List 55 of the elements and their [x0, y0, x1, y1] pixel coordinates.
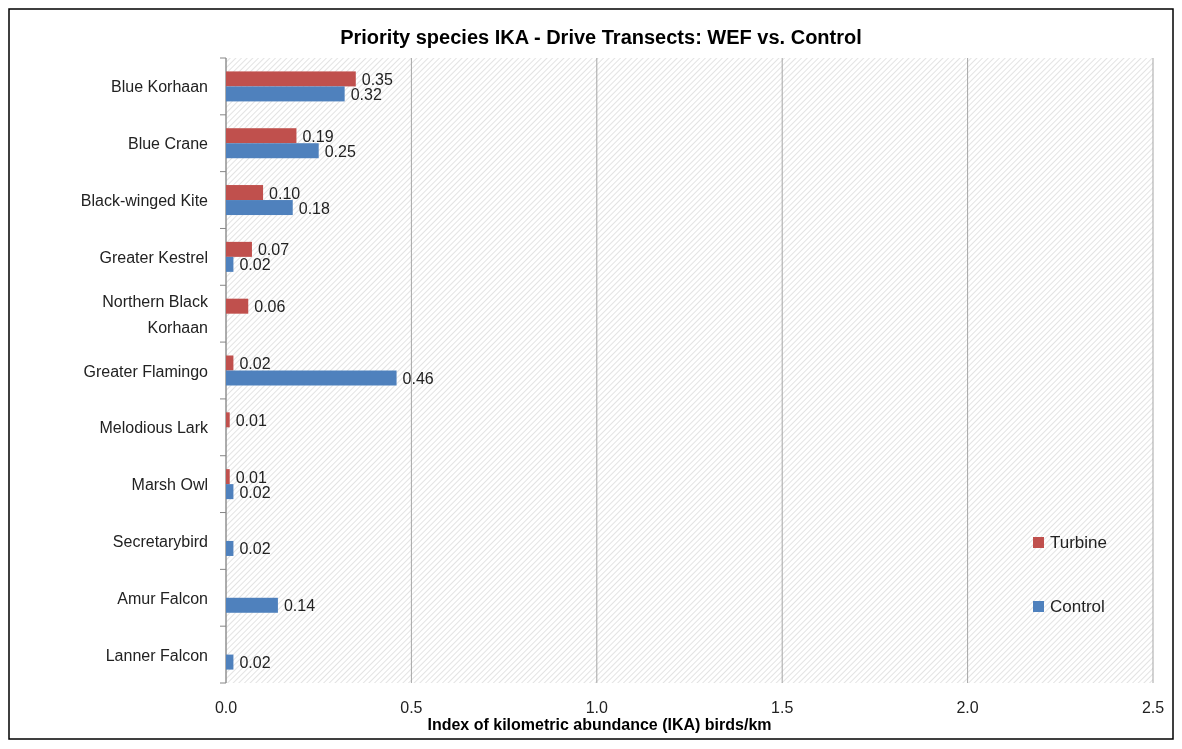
- bar: [226, 540, 234, 556]
- bar: [226, 128, 297, 144]
- data-label: 0.46: [402, 370, 434, 387]
- bar: [226, 143, 319, 159]
- y-tick-label: Greater Flamingo: [83, 362, 209, 380]
- bar: [226, 597, 278, 613]
- data-label: 0.35: [361, 70, 394, 88]
- legend-label: Control: [1050, 597, 1105, 616]
- bar: [226, 412, 230, 428]
- data-label: 0.18: [298, 199, 330, 217]
- data-label: 0.19: [302, 127, 334, 145]
- bar: [226, 654, 234, 670]
- y-tick-label: Secretarybird: [112, 532, 208, 550]
- y-tick-label: Blue Korhaan: [111, 78, 208, 96]
- chart-title: Priority species IKA - Drive Transects: WEF vs. Control: [340, 26, 862, 48]
- x-axis-title: Index of kilometric abundance (IKA) birds/km: [427, 716, 772, 733]
- bar: [226, 256, 234, 272]
- x-tick-label: 1.0: [585, 699, 609, 716]
- legend-label: Turbine: [1050, 533, 1108, 552]
- x-tick-label: 2.0: [956, 699, 979, 716]
- data-label: 0.02: [239, 256, 271, 274]
- bar: [226, 355, 234, 371]
- x-tick-label: 0.5: [400, 699, 423, 716]
- bar: [226, 298, 249, 314]
- y-tick-label: Black-winged Kite: [80, 192, 209, 210]
- y-tick-label: Greater Kestrel: [99, 248, 208, 266]
- y-tick-label: Marsh Owl: [131, 476, 208, 494]
- y-tick-label: Blue Crane: [127, 135, 209, 153]
- bar: [226, 370, 397, 386]
- data-label: 0.25: [324, 142, 356, 160]
- data-label: 0.02: [239, 654, 271, 672]
- bar: [226, 200, 293, 216]
- y-tick-label: Amur Falcon: [117, 589, 208, 607]
- bar: [226, 185, 264, 201]
- y-tick-label: Melodious Lark: [99, 419, 209, 437]
- y-tick-label: Lanner Falcon: [105, 646, 208, 664]
- data-label: 0.10: [269, 184, 301, 202]
- bar: [226, 71, 356, 87]
- data-label: 0.02: [239, 483, 271, 501]
- data-label: 0.01: [235, 411, 267, 429]
- data-label: 0.01: [235, 468, 267, 486]
- x-tick-label: 2.5: [1141, 699, 1165, 716]
- data-label: 0.07: [257, 241, 290, 259]
- data-label: 0.02: [239, 540, 271, 558]
- bar: [226, 86, 345, 102]
- data-label: 0.32: [350, 85, 382, 103]
- bar: [226, 484, 234, 500]
- x-tick-label: 0.0: [214, 699, 238, 716]
- y-tick-label: Northern Black Korhaan: [102, 292, 209, 336]
- bar: [226, 241, 252, 257]
- data-label: 0.06: [254, 298, 286, 316]
- data-label: 0.02: [239, 355, 271, 372]
- x-tick-label: 1.5: [771, 699, 794, 716]
- data-label: 0.14: [283, 597, 316, 615]
- bar: [226, 469, 230, 485]
